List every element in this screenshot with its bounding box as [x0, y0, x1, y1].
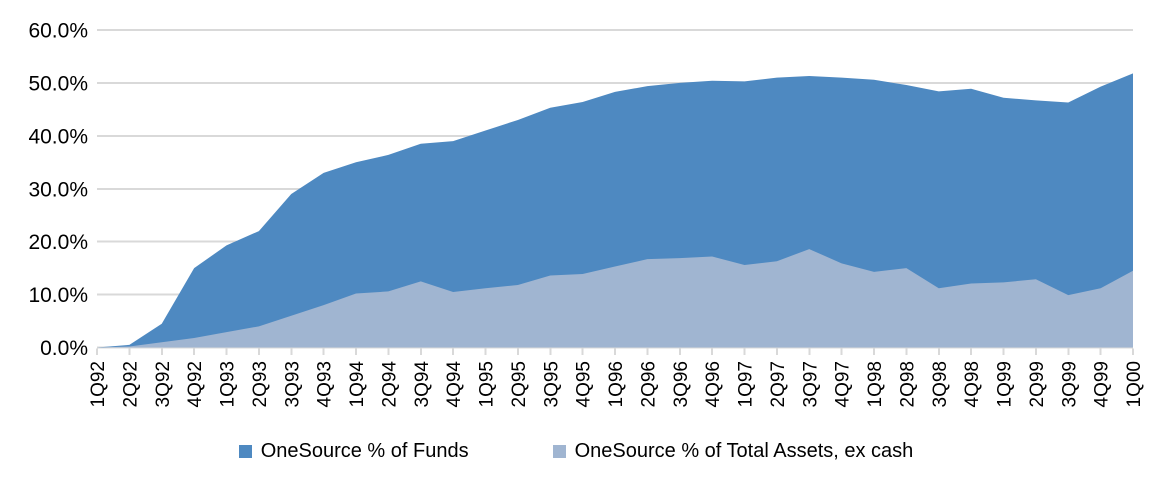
x-axis-label: 1Q96 — [606, 361, 627, 407]
x-axis-label: 3Q97 — [800, 361, 821, 407]
chart-legend: OneSource % of Funds OneSource % of Tota… — [0, 441, 1152, 461]
x-axis-label: 2Q95 — [509, 361, 530, 407]
x-axis-label: 1Q98 — [865, 361, 886, 407]
x-axis-label: 2Q99 — [1027, 361, 1048, 407]
area-chart: 0.0% 10.0% 20.0% 30.0% 40.0% 50.0% 60.0% 1Q92 2Q… — [28, 20, 1145, 408]
x-axis-label: 3Q92 — [153, 361, 174, 407]
legend-swatch-assets-icon — [552, 444, 566, 458]
y-axis-label: 0.0% — [40, 337, 88, 360]
legend-label-assets: OneSource % of Total Assets, ex cash — [574, 440, 914, 462]
x-axis-label: 2Q94 — [379, 361, 400, 408]
x-axis-label: 3Q93 — [282, 361, 303, 407]
y-axis-label: 30.0% — [28, 178, 88, 201]
x-axis-label: 4Q99 — [1092, 361, 1113, 407]
x-axis-label: 2Q96 — [638, 361, 659, 407]
x-axis-label: 2Q98 — [897, 361, 918, 407]
x-axis-label: 1Q94 — [347, 361, 368, 408]
x-axis-label: 4Q96 — [703, 361, 724, 407]
x-axis-label: 3Q99 — [1059, 361, 1080, 407]
x-axis-label: 3Q94 — [412, 361, 433, 408]
x-axis-label: 1Q92 — [88, 361, 109, 407]
x-axis-label: 4Q98 — [962, 361, 983, 407]
x-axis-label: 4Q92 — [185, 361, 206, 407]
y-axis-label: 40.0% — [28, 125, 88, 148]
y-axis-label: 10.0% — [28, 284, 88, 307]
legend-label-funds: OneSource % of Funds — [260, 440, 469, 462]
x-axis-label: 3Q98 — [930, 361, 951, 407]
y-axis-label: 60.0% — [28, 20, 88, 43]
x-axis-label: 2Q97 — [768, 361, 789, 407]
x-axis-label: 3Q95 — [541, 361, 562, 407]
x-axis-label: 4Q93 — [315, 361, 336, 407]
x-axis-label: 1Q00 — [1124, 361, 1145, 407]
x-axis-label: 4Q94 — [444, 361, 465, 408]
x-axis-label: 4Q97 — [833, 361, 854, 407]
legend-item-funds: OneSource % of Funds — [238, 440, 469, 462]
area-series-assets — [97, 249, 1133, 348]
x-axis-label: 2Q92 — [120, 361, 141, 407]
y-axis-label: 50.0% — [28, 72, 88, 95]
x-axis-label: 3Q96 — [671, 361, 692, 407]
x-axis-label: 1Q99 — [995, 361, 1016, 407]
x-axis-label: 2Q93 — [250, 361, 271, 407]
x-axis-label: 1Q95 — [477, 361, 498, 407]
y-axis-label: 20.0% — [28, 231, 88, 254]
legend-swatch-funds-icon — [238, 444, 252, 458]
x-axis-label: 1Q97 — [736, 361, 757, 407]
legend-item-assets: OneSource % of Total Assets, ex cash — [552, 440, 914, 462]
x-axis-label: 4Q95 — [574, 361, 595, 407]
x-axis-label: 1Q93 — [218, 361, 239, 407]
